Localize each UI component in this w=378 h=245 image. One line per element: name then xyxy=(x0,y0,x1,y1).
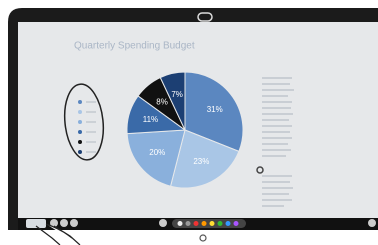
palette-color[interactable] xyxy=(194,221,199,226)
palette-color[interactable] xyxy=(226,221,231,226)
toolbar-button[interactable] xyxy=(368,219,376,227)
slice-label: 8% xyxy=(156,97,168,106)
slice-label: 20% xyxy=(149,148,165,157)
slide-title: Quarterly Spending Budget xyxy=(74,41,195,52)
toolbar-button[interactable] xyxy=(159,219,167,227)
legend-dot xyxy=(78,140,82,144)
legend-dot xyxy=(78,120,82,124)
palette-color[interactable] xyxy=(234,221,239,226)
legend-dot xyxy=(78,100,82,104)
device-screenshot: Quarterly Spending Budget 31% 23% 20% 11% 8%… xyxy=(0,0,378,245)
toolbar-button[interactable] xyxy=(60,219,68,227)
legend-dot xyxy=(78,150,82,154)
palette-color[interactable] xyxy=(178,221,183,226)
slice-label: 31% xyxy=(207,105,223,114)
slice-label: 7% xyxy=(171,90,183,99)
slice-label: 11% xyxy=(143,115,158,124)
palette-color[interactable] xyxy=(202,221,207,226)
pie-chart: 31% 23% 20% 11% 8%7% xyxy=(127,72,243,188)
palette-color[interactable] xyxy=(210,221,215,226)
legend-dot xyxy=(78,110,82,114)
palette-color[interactable] xyxy=(186,221,191,226)
legend-dot xyxy=(78,130,82,134)
palette-color[interactable] xyxy=(218,221,223,226)
toolbar-button[interactable] xyxy=(70,219,78,227)
slice-label: 23% xyxy=(193,157,209,166)
